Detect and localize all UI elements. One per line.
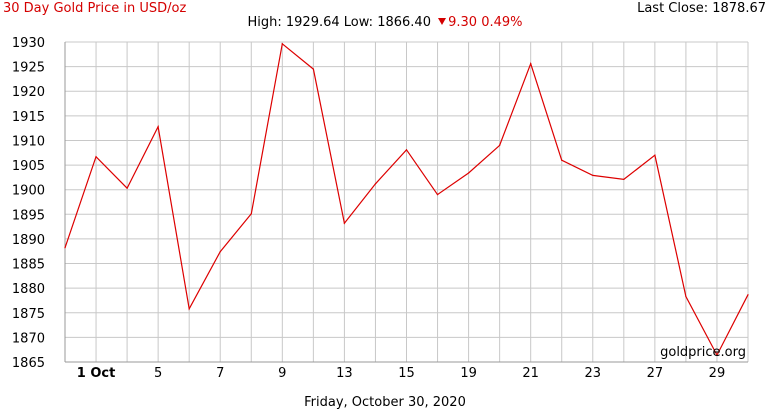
data-point <box>250 213 252 215</box>
y-tick-label: 1895 <box>12 208 45 223</box>
data-point <box>405 149 408 151</box>
data-point <box>530 63 532 65</box>
low-label: Low: <box>343 15 374 30</box>
y-tick-label: 1875 <box>12 307 45 322</box>
data-point <box>343 222 346 224</box>
y-tick-label: 1925 <box>12 61 45 76</box>
high-value: 1929.64 <box>285 15 340 30</box>
chart-date: Friday, October 30, 2020 <box>304 395 466 410</box>
last-close-label: Last Close: 1878.67 <box>637 1 766 16</box>
data-point <box>623 178 625 180</box>
data-point <box>716 354 718 356</box>
y-tick-label: 1900 <box>12 184 45 199</box>
y-tick-label: 1930 <box>12 36 45 51</box>
data-point <box>561 159 563 161</box>
x-tick-label: 21 <box>522 366 539 381</box>
chart-grid <box>64 41 749 363</box>
watermark-text: goldprice.org <box>660 345 746 360</box>
y-tick-label: 1920 <box>12 85 45 100</box>
y-tick-label: 1865 <box>12 356 45 371</box>
y-tick-label: 1885 <box>12 258 45 273</box>
y-tick-label: 1915 <box>12 110 45 125</box>
low-value: 1866.40 <box>377 15 431 30</box>
x-tick-label: 15 <box>398 366 415 381</box>
data-point <box>592 174 594 177</box>
x-axis-ticks: 1 Oct 5 7 9 13 15 19 21 23 27 29 <box>77 366 725 381</box>
x-tick-label: 29 <box>709 366 726 381</box>
y-tick-label: 1910 <box>12 134 45 149</box>
data-point <box>126 187 128 189</box>
price-change: 9.30 0.49% <box>448 15 523 30</box>
data-point <box>374 183 377 185</box>
data-point <box>499 144 501 146</box>
x-tick-label: 5 <box>154 366 162 381</box>
data-point <box>219 251 221 253</box>
y-tick-label: 1870 <box>12 331 45 346</box>
x-tick-label: 27 <box>647 366 664 381</box>
x-tick-label: 13 <box>336 366 353 381</box>
high-low-stats: High: 1929.64 Low: 1866.40 9.30 0.49% <box>0 15 770 30</box>
data-point <box>312 68 314 70</box>
y-tick-label: 1880 <box>12 282 45 297</box>
price-series <box>64 42 749 357</box>
data-point <box>467 172 470 174</box>
x-tick-label: 1 Oct <box>77 366 116 381</box>
high-label: High: <box>247 15 282 30</box>
x-tick-label: 7 <box>216 366 224 381</box>
y-tick-label: 1905 <box>12 159 45 174</box>
x-tick-label: 9 <box>278 366 286 381</box>
y-tick-label: 1890 <box>12 233 45 248</box>
x-tick-label: 23 <box>584 366 601 381</box>
data-point <box>95 156 97 158</box>
y-axis-ticks: 1865 1870 1875 1880 1885 1890 1895 1900 1905 1910… <box>12 36 45 371</box>
data-point <box>747 294 749 296</box>
data-point <box>654 154 656 156</box>
data-point <box>188 308 190 310</box>
data-point <box>436 194 439 196</box>
chart-title: 30 Day Gold Price in USD/oz <box>3 1 187 16</box>
data-point <box>64 247 66 249</box>
x-tick-label: 19 <box>460 366 477 381</box>
data-point <box>281 43 283 45</box>
data-point <box>157 126 159 128</box>
data-point <box>685 295 687 298</box>
down-arrow-icon <box>438 18 447 25</box>
